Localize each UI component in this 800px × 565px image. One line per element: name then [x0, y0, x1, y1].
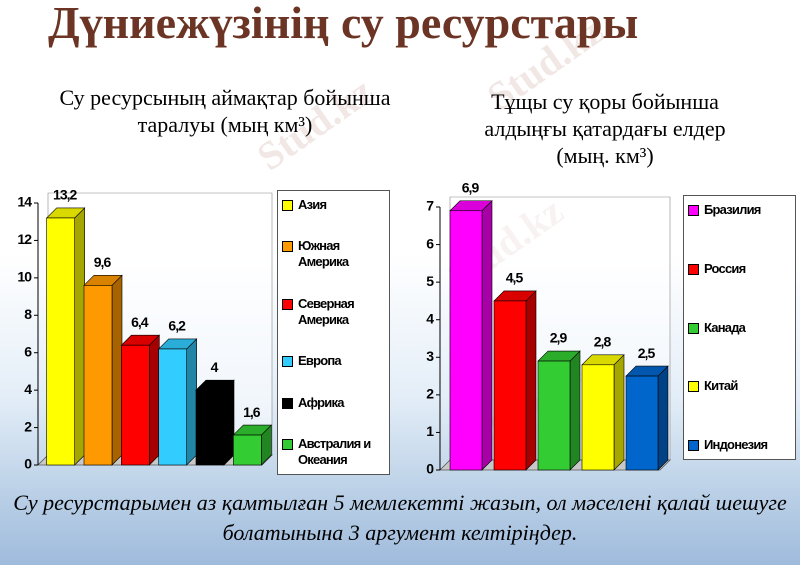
bar — [537, 360, 571, 471]
y-tick-label: 1 — [426, 423, 434, 439]
bar-side — [186, 338, 197, 466]
bar — [83, 285, 113, 466]
y-tick-label: 6 — [426, 235, 434, 251]
bar-side — [223, 379, 235, 466]
y-tick-label: 5 — [426, 273, 434, 289]
legend-swatch — [282, 397, 293, 409]
legend-swatch — [282, 241, 293, 253]
legend-swatch — [688, 205, 699, 216]
bar — [121, 344, 150, 466]
value-label: 1,6 — [243, 404, 261, 420]
bar-side — [481, 200, 493, 471]
bar — [449, 210, 483, 471]
legend-label: Индонезия — [704, 437, 768, 452]
y-tick-label: 7 — [426, 198, 434, 214]
bar-side — [613, 354, 625, 471]
value-label: 2,5 — [638, 345, 656, 361]
legend-item: Африка — [282, 395, 385, 411]
bar — [625, 375, 659, 471]
legend-label: Южная Америка — [298, 238, 349, 270]
y-tick-label: 10 — [17, 269, 32, 285]
bar-side — [525, 290, 537, 471]
bar — [46, 217, 75, 466]
bar-side — [74, 207, 85, 466]
y-tick-label: 4 — [24, 381, 32, 397]
bar — [158, 348, 187, 466]
y-tick-label: 14 — [17, 194, 32, 210]
slide-title: Дүниежүзінің су ресурстары — [48, 0, 639, 48]
bar-side — [111, 274, 123, 466]
y-tick-label: 0 — [426, 461, 434, 477]
y-tick-label: 0 — [24, 456, 32, 472]
legend-label: Австралия и Океания — [298, 435, 371, 467]
legend-item: Китай — [688, 378, 791, 394]
bar — [233, 434, 262, 466]
legend-swatch — [282, 438, 293, 450]
value-label: 6,4 — [131, 314, 149, 330]
legend-label: Канада — [704, 319, 746, 335]
y-tick-label: 2 — [426, 386, 434, 402]
bar — [493, 300, 527, 471]
legend-item: Россия — [688, 261, 791, 277]
legend: Азия Южная Америка Северная Америка Европа А… — [277, 190, 390, 475]
legend-label: Европа — [298, 353, 342, 369]
legend-item: Северная Америка — [282, 296, 385, 328]
legend-swatch — [688, 263, 699, 275]
chart-title: Су ресурсының аймақтар бойынша таралуы (… — [59, 85, 391, 137]
legend-swatch — [282, 298, 293, 310]
value-label: 2,8 — [594, 334, 612, 350]
legend-swatch — [688, 322, 699, 334]
legend-item: Азия — [282, 197, 385, 213]
legend-item: Бразилия — [688, 202, 791, 218]
legend-swatch — [282, 356, 293, 368]
legend-item: Австралия и Океания — [282, 436, 385, 468]
task-text: Су ресурстарымен аз қамтылған 5 мемлекет… — [13, 490, 787, 545]
legend-item: Индонезия — [688, 437, 791, 453]
legend-swatch — [282, 200, 293, 211]
legend-label: Северная Америка — [298, 295, 355, 327]
legend-label: Россия — [704, 260, 746, 276]
value-label: 2,9 — [550, 330, 568, 346]
value-label: 4,5 — [506, 270, 524, 286]
y-tick-label: 2 — [24, 418, 32, 434]
y-tick-label: 8 — [24, 306, 32, 322]
legend-swatch — [688, 381, 699, 393]
legend-item: Южная Америка — [282, 238, 385, 270]
legend-label: Африка — [298, 394, 344, 410]
legend-item: Европа — [282, 353, 385, 369]
legend-label: Азия — [298, 197, 327, 212]
legend-item: Канада — [688, 320, 791, 336]
y-tick-label: 12 — [17, 231, 32, 247]
legend: Бразилия Россия Канада Китай Индонезия — [683, 195, 796, 460]
bar-side — [569, 350, 581, 471]
legend-swatch — [688, 440, 699, 451]
value-label: 6,2 — [168, 318, 186, 334]
bar-side — [149, 334, 160, 466]
y-tick-label: 3 — [426, 348, 434, 364]
legend-label: Китай — [704, 378, 738, 394]
bar — [581, 364, 615, 471]
bar-side — [657, 365, 669, 471]
value-label: 4 — [211, 359, 219, 375]
bar — [195, 389, 225, 466]
value-label: 13,2 — [53, 187, 77, 203]
value-label: 6,9 — [462, 179, 480, 195]
chart-title: Тұщы су қоры бойынша алдыңғы қатардағы е… — [484, 89, 726, 168]
value-label: 9,6 — [94, 254, 112, 270]
legend-label: Бразилия — [704, 202, 761, 217]
y-tick-label: 6 — [24, 343, 32, 359]
y-tick-label: 4 — [426, 310, 434, 326]
